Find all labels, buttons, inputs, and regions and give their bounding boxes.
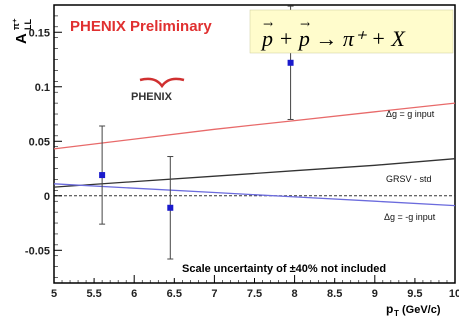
x-tick-label: 5.5 bbox=[86, 288, 101, 300]
reaction-formula: p + p → π⁺ + X bbox=[260, 26, 406, 51]
data-point bbox=[167, 204, 174, 211]
scale-uncertainty-note: Scale uncertainty of ±40% not included bbox=[182, 263, 386, 275]
theory-curve-0 bbox=[53, 102, 456, 150]
data-point bbox=[99, 172, 106, 179]
y-tick-label: 0.05 bbox=[29, 136, 50, 148]
x-tick-label: 9.5 bbox=[407, 288, 422, 300]
formula-box bbox=[249, 9, 454, 54]
data-point bbox=[287, 59, 294, 66]
x-tick-label: 6 bbox=[131, 288, 137, 300]
phenix-logo: PHENIX bbox=[131, 91, 173, 103]
x-tick-label: 7.5 bbox=[247, 288, 262, 300]
y-axis-label: A bbox=[13, 33, 30, 44]
x-tick-label: 5 bbox=[51, 288, 57, 300]
x-tick-label: 6.5 bbox=[167, 288, 182, 300]
theory-curve-1 bbox=[53, 158, 456, 188]
axis-ticks: 5 5.5 6 6.5 7 7.5 8 8.5 9 9.5 10 -0.05 0 0.05 0.1 0.15 bbox=[25, 15, 459, 300]
series-label-neg-g-input: Δg = -g input bbox=[384, 212, 436, 222]
y-tick-label: 0.15 bbox=[29, 27, 50, 39]
y-tick-label: -0.05 bbox=[25, 245, 50, 257]
chart-title: PHENIX Preliminary bbox=[70, 18, 212, 35]
y-tick-label: 0 bbox=[44, 191, 50, 203]
x-axis-label: p bbox=[386, 302, 393, 316]
y-tick-label: 0.1 bbox=[35, 82, 50, 94]
x-axis-label-sub: T bbox=[394, 309, 399, 318]
series-label-g-input: Δg = g input bbox=[386, 109, 435, 119]
formula-arrow-p1: → bbox=[263, 17, 273, 31]
x-tick-label: 8.5 bbox=[327, 288, 342, 300]
x-axis-label-unit: (GeV/c) bbox=[402, 304, 441, 316]
x-tick-label: 9 bbox=[372, 288, 378, 300]
y-axis-label-sub: LL bbox=[23, 19, 33, 30]
theory-curves bbox=[53, 102, 456, 207]
formula-arrow-p2: → bbox=[300, 17, 310, 31]
phenix-logo-mark bbox=[139, 77, 185, 89]
series-label-grsv-std: GRSV - std bbox=[386, 174, 432, 184]
x-tick-label: 10 bbox=[449, 288, 459, 300]
x-tick-label: 7 bbox=[211, 288, 217, 300]
y-axis-label-sup: π⁺ bbox=[11, 18, 21, 30]
theory-curve-2 bbox=[53, 183, 456, 207]
x-tick-label: 8 bbox=[292, 288, 298, 300]
